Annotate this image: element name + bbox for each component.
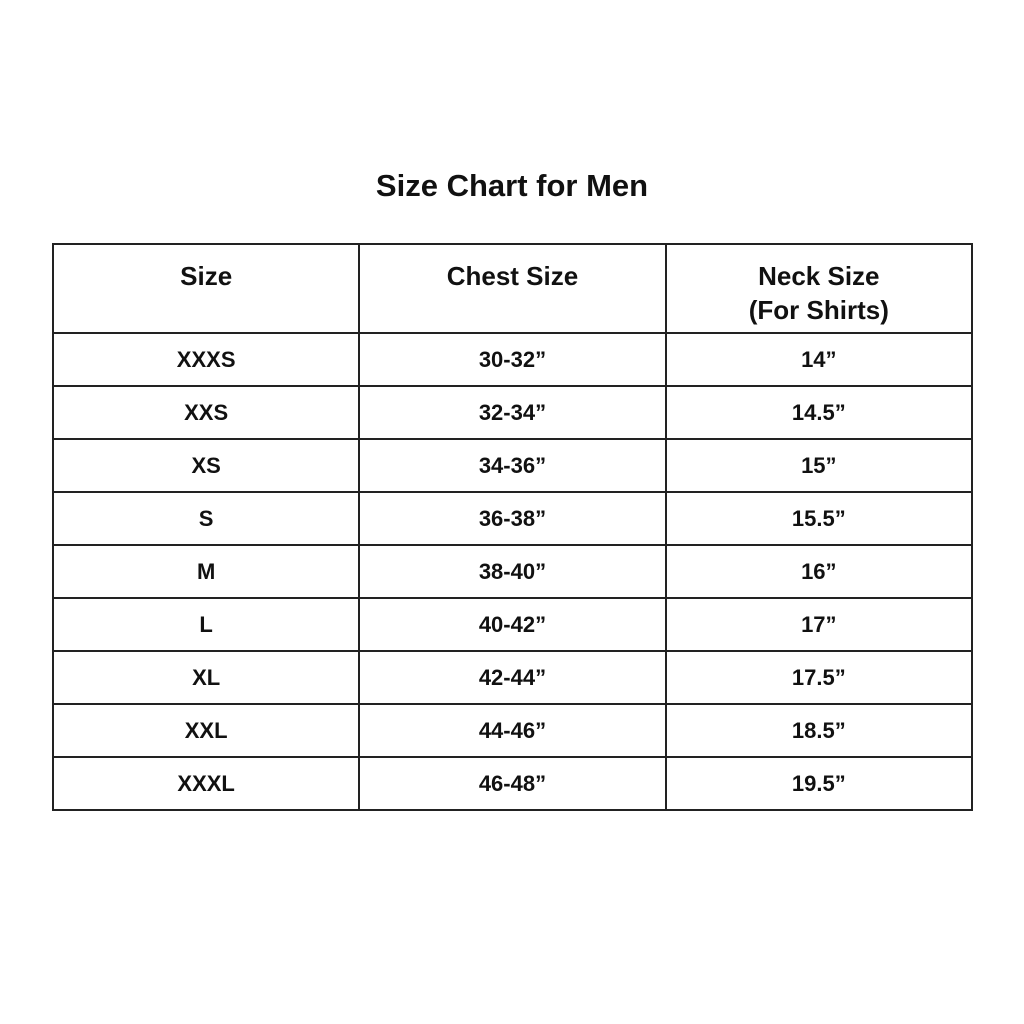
header-neck-size: Neck Size (For Shirts) — [664, 243, 974, 334]
cell-neck: 17.5” — [664, 650, 974, 705]
cell-chest: 42-44” — [358, 650, 667, 705]
cell-chest: 44-46” — [358, 703, 667, 758]
cell-neck: 14.5” — [664, 385, 974, 440]
table-row: XXXS 30-32” 14” — [51, 332, 974, 387]
cell-neck: 17” — [664, 597, 974, 652]
cell-neck: 15.5” — [664, 491, 974, 546]
cell-chest: 46-48” — [358, 756, 667, 811]
table-row: S 36-38” 15.5” — [51, 491, 974, 546]
header-neck-sublabel: (For Shirts) — [748, 295, 889, 325]
cell-size: XL — [51, 650, 361, 705]
header-chest-size: Chest Size — [358, 243, 667, 334]
header-neck-label: Neck Size — [758, 261, 880, 291]
cell-chest: 36-38” — [358, 491, 667, 546]
cell-neck: 16” — [664, 544, 974, 599]
table-row: L 40-42” 17” — [51, 597, 974, 652]
header-size: Size — [51, 243, 361, 334]
table-row: XXL 44-46” 18.5” — [51, 703, 974, 758]
table-row: XXXL 46-48” 19.5” — [51, 756, 974, 811]
header-row: Size Chest Size Neck Size (For Shirts) — [51, 243, 974, 334]
cell-size: L — [51, 597, 361, 652]
cell-chest: 40-42” — [358, 597, 667, 652]
cell-size: XXXS — [51, 332, 361, 387]
cell-neck: 15” — [664, 438, 974, 493]
cell-chest: 34-36” — [358, 438, 667, 493]
table-row: M 38-40” 16” — [51, 544, 974, 599]
table-row: XS 34-36” 15” — [51, 438, 974, 493]
cell-size: XXXL — [51, 756, 361, 811]
cell-chest: 38-40” — [358, 544, 667, 599]
cell-size: XXS — [51, 385, 361, 440]
table-row: XL 42-44” 17.5” — [51, 650, 974, 705]
cell-size: XXL — [51, 703, 361, 758]
page-title: Size Chart for Men — [375, 168, 649, 203]
cell-chest: 32-34” — [358, 385, 667, 440]
cell-size: XS — [51, 438, 361, 493]
cell-chest: 30-32” — [358, 332, 667, 387]
size-chart-table: Size Chest Size Neck Size (For Shirts) X… — [51, 243, 974, 811]
cell-neck: 19.5” — [664, 756, 974, 811]
cell-size: M — [51, 544, 361, 599]
cell-size: S — [51, 491, 361, 546]
cell-neck: 14” — [664, 332, 974, 387]
table-row: XXS 32-34” 14.5” — [51, 385, 974, 440]
cell-neck: 18.5” — [664, 703, 974, 758]
